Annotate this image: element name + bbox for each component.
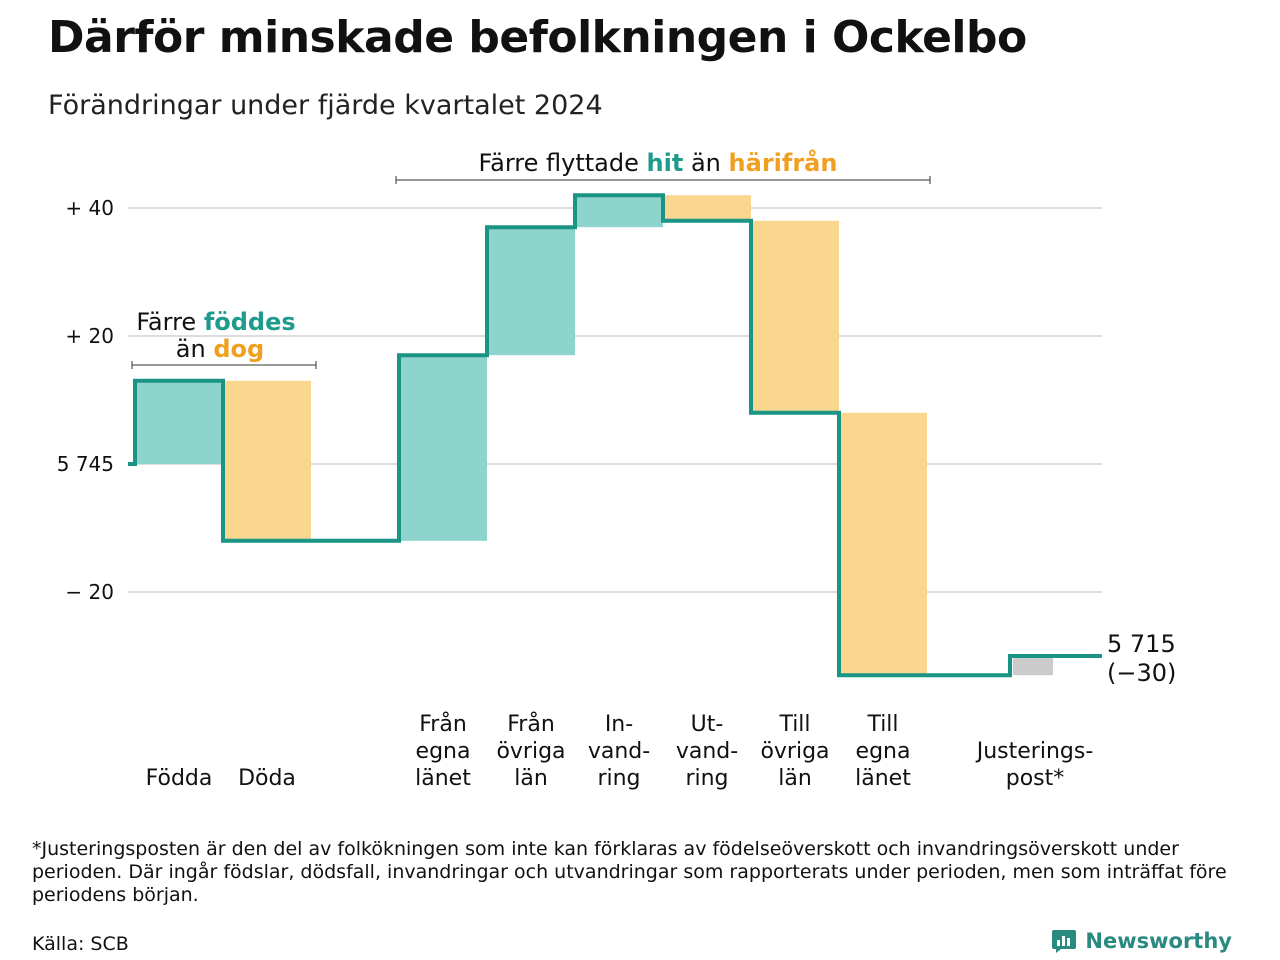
- y-tick-label: − 20: [65, 580, 114, 604]
- category-label: Till egna länet: [855, 712, 911, 791]
- bar-utvandring: [663, 195, 751, 221]
- category-labels: Födda Döda Från egna länet Från övriga län In-va…: [146, 711, 1094, 791]
- step-line: [128, 193, 1102, 678]
- annotations: Färre föddes än dog Färre flyttade hit ä…: [131, 148, 931, 369]
- category-label: Döda: [238, 766, 296, 791]
- category-label: Från övriga län: [496, 711, 565, 791]
- category-label: In-vand-ring: [588, 712, 650, 791]
- births-deaths-annotation-line2: än dog: [176, 335, 264, 363]
- migration-annotation: Färre flyttade hit än härifrån: [479, 148, 838, 177]
- bar-tillövrigalän: [751, 220, 839, 413]
- category-label: Födda: [146, 766, 213, 791]
- cumulative-step-line: [128, 193, 1102, 678]
- bar-frånövrigalän: [487, 227, 575, 356]
- category-label: Justerings-post*: [975, 739, 1094, 791]
- y-tick-label: + 20: [65, 324, 114, 348]
- newsworthy-logo-icon: [1052, 930, 1077, 953]
- bars: [135, 195, 1053, 676]
- brand-name: Newsworthy: [1085, 929, 1232, 953]
- y-tick-label: + 40: [65, 196, 114, 220]
- bar-justeringspost: [1013, 656, 1053, 676]
- category-label: Till övriga län: [760, 712, 829, 791]
- bar-tillegnalänet: [839, 412, 927, 676]
- source-label: Källa: SCB: [32, 933, 129, 955]
- bar-frånegnalänet: [399, 355, 487, 541]
- end-label: 5 715 (−30): [1107, 630, 1176, 687]
- end-change-label: (−30): [1107, 659, 1176, 687]
- waterfall-chart: + 40 + 20 5 745 − 20 Färre föddes än dog Fä…: [57, 148, 1177, 791]
- y-tick-label: 5 745: [57, 452, 114, 476]
- bar-invandring: [575, 195, 663, 228]
- births-deaths-annotation-line1: Färre föddes: [136, 308, 295, 336]
- bar-döda: [223, 380, 311, 541]
- end-value-label: 5 715: [1107, 630, 1176, 658]
- category-label: Från egna länet: [415, 711, 471, 791]
- brand-logo: Newsworthy: [1051, 928, 1232, 954]
- y-axis-ticks: + 40 + 20 5 745 − 20: [57, 196, 114, 604]
- bar-födda: [135, 380, 223, 464]
- chart-title: Därför minskade befolkningen i Ockelbo: [48, 12, 1027, 63]
- footnote: *Justeringsposten är den del av folkökni…: [32, 838, 1227, 906]
- category-label: Ut-vand-ring: [676, 712, 738, 791]
- chart-subtitle: Förändringar under fjärde kvartalet 2024: [48, 90, 603, 121]
